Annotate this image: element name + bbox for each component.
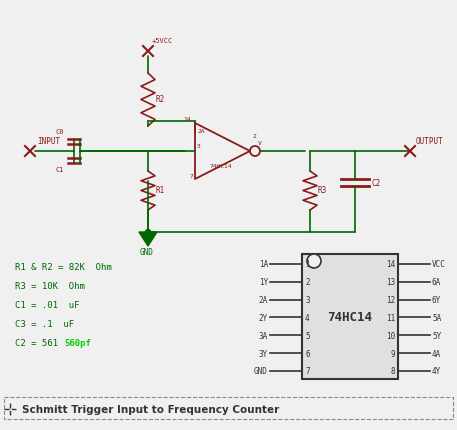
Text: 13: 13 (386, 277, 395, 286)
Text: VCC: VCC (432, 260, 446, 269)
Polygon shape (139, 233, 157, 246)
Text: 4Y: 4Y (432, 367, 441, 375)
Text: 5A: 5A (432, 313, 441, 322)
Text: C2 = 561: C2 = 561 (15, 339, 69, 348)
Text: 3Y: 3Y (259, 349, 268, 358)
Text: 2A: 2A (197, 129, 204, 134)
Text: R1: R1 (156, 186, 165, 195)
Text: 4A: 4A (432, 349, 441, 358)
Text: 12: 12 (386, 295, 395, 304)
Text: C0: C0 (55, 129, 64, 135)
Text: 2: 2 (252, 134, 256, 139)
Text: GND: GND (140, 248, 154, 257)
Text: 4: 4 (305, 313, 310, 322)
Text: 9: 9 (390, 349, 395, 358)
Text: 1: 1 (305, 260, 310, 269)
Text: 1A: 1A (259, 260, 268, 269)
Text: C3 = .1  uF: C3 = .1 uF (15, 320, 74, 329)
Text: 6: 6 (305, 349, 310, 358)
Text: R3 = 10K  Ohm: R3 = 10K Ohm (15, 282, 85, 291)
Text: OUTPUT: OUTPUT (416, 137, 444, 146)
Text: 10: 10 (386, 331, 395, 340)
Text: R2: R2 (156, 95, 165, 104)
Text: INPUT: INPUT (37, 137, 60, 146)
Text: C1 = .01  uF: C1 = .01 uF (15, 301, 80, 310)
Text: 3: 3 (197, 144, 201, 149)
Text: 1Y: 1Y (259, 277, 268, 286)
Text: 5: 5 (305, 331, 310, 340)
Text: C2: C2 (371, 179, 380, 188)
Text: 8: 8 (390, 367, 395, 375)
Text: 5Y: 5Y (432, 331, 441, 340)
Bar (4, 397, 453, 419)
Text: 3A: 3A (259, 331, 268, 340)
Bar (302, 255, 398, 379)
Text: 2: 2 (305, 277, 310, 286)
Text: GND: GND (254, 367, 268, 375)
Text: 14: 14 (386, 260, 395, 269)
Text: 6A: 6A (432, 277, 441, 286)
Text: 2A: 2A (259, 295, 268, 304)
Text: 3: 3 (305, 295, 310, 304)
Text: 2Y: 2Y (259, 313, 268, 322)
Text: 560pf: 560pf (64, 339, 91, 348)
Text: 11: 11 (386, 313, 395, 322)
Text: 74HC14: 74HC14 (328, 310, 372, 323)
Circle shape (145, 230, 150, 235)
Text: 7: 7 (190, 174, 194, 179)
Text: Schmitt Trigger Input to Frequency Counter: Schmitt Trigger Input to Frequency Count… (22, 404, 279, 414)
Text: 74HC14: 74HC14 (210, 164, 233, 169)
Circle shape (307, 255, 321, 268)
Text: R3: R3 (318, 186, 327, 195)
Text: R1 & R2 = 82K  Ohm: R1 & R2 = 82K Ohm (15, 263, 112, 272)
Text: 6Y: 6Y (432, 295, 441, 304)
Text: V: V (258, 141, 262, 146)
Text: 14: 14 (183, 117, 191, 122)
Text: +5VCC: +5VCC (152, 38, 173, 44)
Text: C1: C1 (55, 166, 64, 172)
Text: 7: 7 (305, 367, 310, 375)
